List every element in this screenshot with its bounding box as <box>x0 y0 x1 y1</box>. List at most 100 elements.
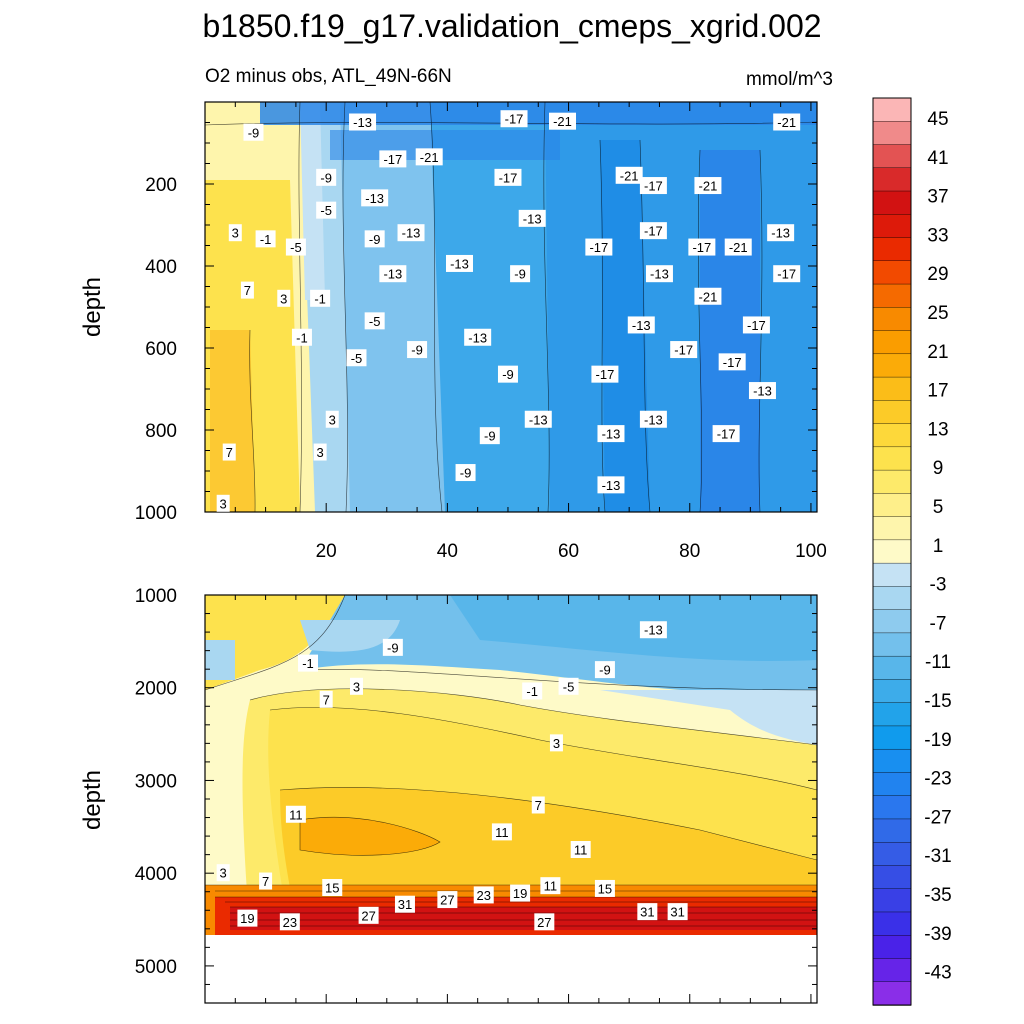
contour-label-text: 27 <box>440 893 454 908</box>
colorbar-swatch <box>872 190 912 215</box>
contour-label: -17 <box>718 353 746 371</box>
contour-label: -13 <box>639 621 667 639</box>
colorbar-label: -15 <box>924 691 951 712</box>
contour-label-box <box>494 168 522 186</box>
contour-label-text: 7 <box>262 874 269 889</box>
contour-label-text: -13 <box>402 226 421 241</box>
contour-label-text: 3 <box>280 291 287 306</box>
contour-label-box <box>237 909 258 927</box>
contour-label: 31 <box>637 903 658 921</box>
y-tick-label: 2000 <box>135 679 177 700</box>
contour-label: -5 <box>285 238 306 256</box>
contour-label-box <box>455 464 476 482</box>
contour-label-box <box>645 265 673 283</box>
contour-label: 3 <box>349 677 363 695</box>
colorbar-label: -43 <box>924 963 951 984</box>
contour-label: 11 <box>491 823 512 841</box>
contour-label-text: -13 <box>753 384 772 399</box>
contour-label: 23 <box>279 913 300 931</box>
contour-label: -13 <box>349 113 377 131</box>
y-tick-label: 5000 <box>135 957 177 978</box>
contour-label: 7 <box>259 872 273 890</box>
contour-label-box <box>364 230 385 248</box>
colorbar-label: 33 <box>927 225 948 246</box>
contour-label: 31 <box>667 903 688 921</box>
contour-label-box <box>298 654 319 672</box>
contour-label-box <box>773 113 801 131</box>
contour-label: -21 <box>415 148 443 166</box>
contour-label-text: -13 <box>450 256 469 271</box>
contour-label: -13 <box>379 265 407 283</box>
upper-ylabel: depth <box>79 277 106 337</box>
colorbar-swatch <box>872 818 912 843</box>
contour-label: -9 <box>382 638 403 656</box>
contour-label-text: 15 <box>325 881 339 896</box>
contour-label-text: -17 <box>505 112 524 127</box>
colorbar-swatch <box>872 586 912 611</box>
contour-label-text: 23 <box>283 915 297 930</box>
contour-label-box <box>570 841 591 858</box>
contour-label: -21 <box>694 177 722 195</box>
colorbar-frame <box>872 97 912 1006</box>
contour-label-text: -17 <box>596 367 615 382</box>
contour-label-box <box>491 823 512 841</box>
subtitle-right: mmol/m^3 <box>746 69 833 90</box>
contour-label: 11 <box>540 877 561 895</box>
contour-label: -17 <box>585 238 613 256</box>
contour-label: -13 <box>397 224 425 242</box>
contour-label-text: 3 <box>220 496 227 511</box>
contour-label: -1 <box>255 230 276 248</box>
contour-label-box <box>316 168 337 186</box>
contour-label-box <box>524 410 552 428</box>
contour-label-text: -9 <box>369 232 381 247</box>
contour-label: -13 <box>464 328 492 346</box>
y-tick-label: 800 <box>145 421 177 442</box>
contour-label-text: -21 <box>553 114 572 129</box>
contour-label-text: -17 <box>644 224 663 239</box>
contour-label-box <box>688 238 716 256</box>
contour-label: -13 <box>639 410 667 428</box>
colorbar-swatch <box>872 214 912 239</box>
x-tick-label: 40 <box>437 541 458 562</box>
contour-label-box <box>407 341 428 359</box>
contour-label-text: -13 <box>523 211 542 226</box>
contour-label-box <box>277 289 291 307</box>
contour-label: -5 <box>346 349 367 367</box>
contour-label-text: -13 <box>650 267 669 282</box>
contour-label-box <box>694 177 722 195</box>
contour-label: 7 <box>240 281 254 299</box>
contour-label: 27 <box>358 906 379 924</box>
colorbar-swatch <box>872 958 912 983</box>
contour-label-text: 11 <box>544 879 558 894</box>
contour-label: 31 <box>394 895 415 913</box>
colorbar-swatch <box>872 795 912 820</box>
contour-label-text: 7 <box>226 445 233 460</box>
contour-label-box <box>627 316 655 334</box>
contour-label-box <box>285 238 306 256</box>
contour-label-box <box>316 201 337 219</box>
contour-label: 23 <box>473 886 494 904</box>
contour-label-box <box>382 638 403 656</box>
lower-ylabel: depth <box>79 770 106 830</box>
contour-label-box <box>549 734 563 752</box>
contour-label-text: 3 <box>317 445 324 460</box>
contour-label: -9 <box>497 365 518 383</box>
contour-label-box <box>767 224 795 242</box>
contour-label: -1 <box>298 654 319 672</box>
upper-contour-field <box>205 102 817 512</box>
contour-label-box <box>594 661 615 679</box>
colorbar-swatch <box>872 376 912 402</box>
contour-label-box <box>597 425 625 443</box>
colorbar-swatch <box>872 469 912 495</box>
contour-label-text: -13 <box>383 267 402 282</box>
colorbar-swatch <box>872 609 912 634</box>
contour-label: -9 <box>479 427 500 445</box>
contour-label-box <box>379 150 407 168</box>
colorbar-label: -35 <box>924 885 951 906</box>
contour-label-box <box>585 238 613 256</box>
contour-label-text: -9 <box>248 125 260 140</box>
contour-label-text: 19 <box>513 886 527 901</box>
colorbar-label: 17 <box>927 381 948 402</box>
y-tick-label: 3000 <box>135 771 177 792</box>
